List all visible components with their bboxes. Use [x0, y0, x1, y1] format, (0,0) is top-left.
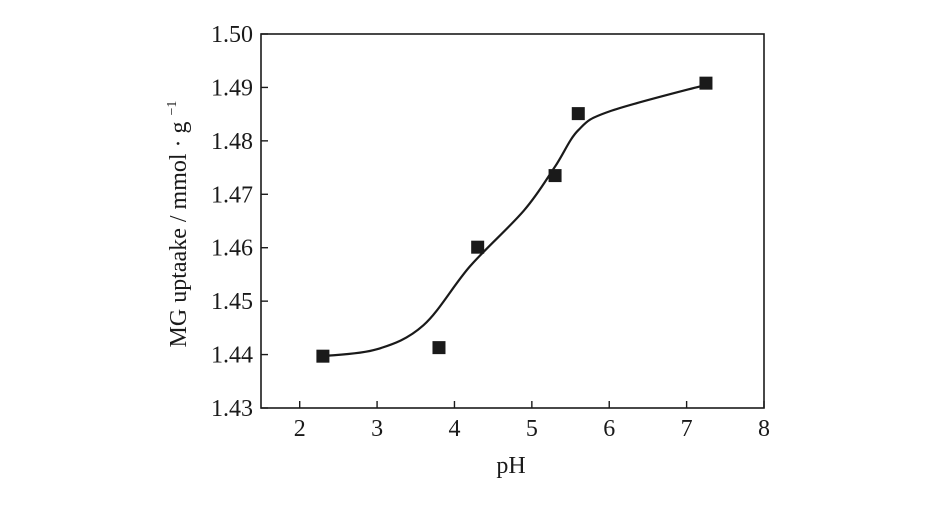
y-tick-label: 1.46: [211, 236, 253, 262]
x-tick-label: 5: [526, 416, 538, 442]
y-axis-label-unit: g: [166, 121, 192, 133]
data-point-square: [316, 349, 330, 363]
y-tick-label: 1.45: [211, 289, 253, 315]
y-tick-label: 1.48: [211, 129, 253, 155]
data-points-layer: [316, 76, 713, 363]
x-tick-label: 6: [603, 416, 615, 442]
y-axis-label-exponent: −1: [165, 101, 180, 116]
y-tick-label: 1.49: [211, 75, 253, 101]
data-point-square: [571, 107, 585, 121]
axes: [260, 33, 765, 409]
fit-curve-layer: [322, 83, 707, 358]
y-tick-label: 1.47: [211, 182, 253, 208]
x-tick-label: 2: [294, 416, 306, 442]
data-point-square: [432, 341, 446, 355]
y-tick-label: 1.50: [211, 22, 253, 48]
plot-frame: [260, 33, 765, 409]
y-axis-label-dot: ·: [166, 139, 192, 147]
y-axis-label: MG uptaake / mmol · g −1: [165, 101, 192, 348]
y-axis-label-main: MG uptaake / mmol: [166, 153, 192, 347]
x-axis-label: pH: [496, 453, 525, 479]
data-point-square: [471, 240, 485, 254]
x-tick-label: 4: [448, 416, 460, 442]
y-tick-label: 1.44: [211, 343, 253, 369]
data-point-square: [548, 169, 562, 183]
x-tick-label: 7: [681, 416, 693, 442]
data-point-square: [699, 76, 713, 90]
fit-curve: [322, 83, 707, 358]
x-axis-ticks: 2 3 4 5 6 7 8: [294, 401, 770, 442]
x-tick-label: 3: [371, 416, 383, 442]
x-tick-label: 8: [758, 416, 770, 442]
y-axis-ticks: 1.43 1.44 1.45 1.46 1.47 1.48 1.49 1.50: [211, 22, 268, 422]
y-tick-label: 1.43: [211, 396, 253, 422]
